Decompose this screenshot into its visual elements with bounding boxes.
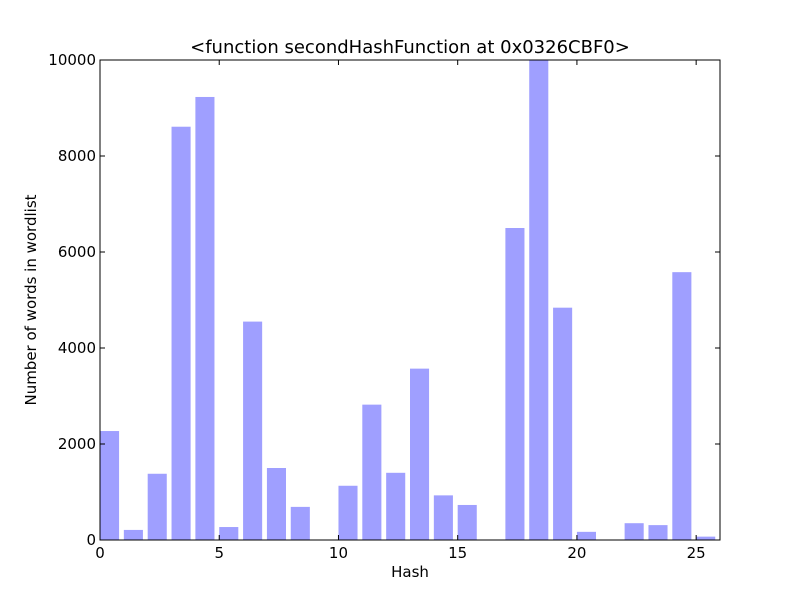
bar-25 <box>696 536 716 540</box>
bar-18 <box>529 60 549 540</box>
x-axis-label: Hash <box>391 563 429 581</box>
x-tick-label: 25 <box>687 544 706 562</box>
x-tick-label: 15 <box>448 544 467 562</box>
y-tick-label: 6000 <box>58 243 96 261</box>
bar-22 <box>624 523 644 540</box>
bar-14 <box>433 495 453 540</box>
bar-5 <box>219 527 239 540</box>
bar-2 <box>147 473 167 540</box>
bar-19 <box>553 307 573 540</box>
x-axis: 0 5 10 15 20 25 <box>95 60 706 562</box>
y-axis: 0 2000 4000 6000 8000 10000 <box>48 51 720 549</box>
y-tick-label: 2000 <box>58 435 96 453</box>
bar-0 <box>100 431 120 540</box>
bar-17 <box>505 228 525 540</box>
x-tick-label: 5 <box>214 544 224 562</box>
bar-12 <box>386 472 406 540</box>
y-tick-label: 10000 <box>48 51 96 69</box>
y-axis-label: Number of words in wordlist <box>22 194 40 405</box>
bar-23 <box>648 525 668 540</box>
x-tick-label: 10 <box>329 544 348 562</box>
bar-6 <box>243 321 263 540</box>
plot-frame <box>99 59 721 541</box>
x-tick-label: 0 <box>95 544 105 562</box>
bar-8 <box>290 506 310 540</box>
bar-4 <box>195 96 215 540</box>
bar-1 <box>123 529 143 540</box>
y-tick-label: 0 <box>86 531 96 549</box>
y-tick-label: 4000 <box>58 339 96 357</box>
bar-11 <box>362 404 382 540</box>
bar-15 <box>457 504 477 540</box>
x-tick-label: 20 <box>567 544 586 562</box>
bar-20 <box>576 531 596 540</box>
bar-13 <box>410 368 430 540</box>
bar-10 <box>338 485 358 540</box>
bars-group <box>100 60 716 540</box>
chart-title: <function secondHashFunction at 0x0326CB… <box>190 37 630 58</box>
y-tick-label: 8000 <box>58 147 96 165</box>
bar-24 <box>672 272 692 540</box>
bar-7 <box>266 468 286 540</box>
bar-3 <box>171 126 191 540</box>
